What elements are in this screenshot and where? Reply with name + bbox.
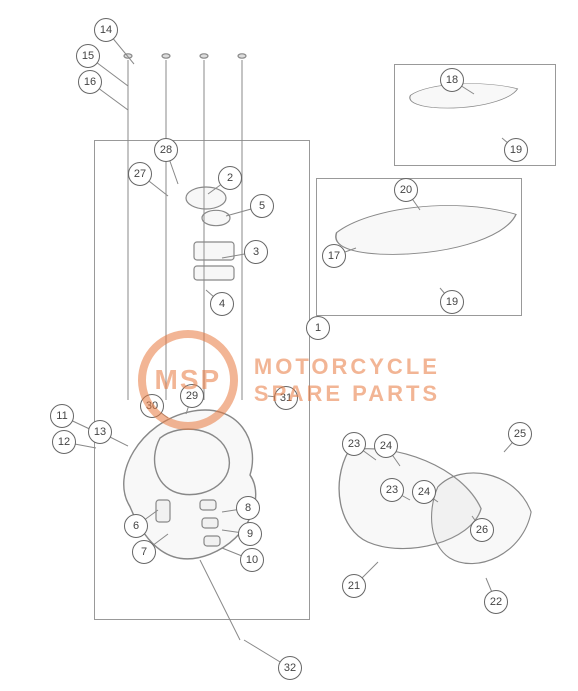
callout-11: 11 — [50, 404, 74, 428]
callout-20: 20 — [394, 178, 418, 202]
callout-21: 21 — [342, 574, 366, 598]
callout-30: 30 — [140, 394, 164, 418]
callout-14: 14 — [94, 18, 118, 42]
callout-23: 23 — [380, 478, 404, 502]
callout-31: 31 — [274, 386, 298, 410]
callout-18: 18 — [440, 68, 464, 92]
callout-26: 26 — [470, 518, 494, 542]
callout-2: 2 — [218, 166, 242, 190]
callout-24: 24 — [412, 480, 436, 504]
callout-29: 29 — [180, 384, 204, 408]
callout-6: 6 — [124, 514, 148, 538]
callout-22: 22 — [484, 590, 508, 614]
line-art-layer — [0, 0, 578, 691]
callout-3: 3 — [244, 240, 268, 264]
callout-28: 28 — [154, 138, 178, 162]
callout-32: 32 — [278, 656, 302, 680]
callout-13: 13 — [88, 420, 112, 444]
callout-23: 23 — [342, 432, 366, 456]
callout-5: 5 — [250, 194, 274, 218]
callout-4: 4 — [210, 292, 234, 316]
diagram-canvas: MSP MOTORCYCLE SPARE PARTS 1234567891011… — [0, 0, 578, 691]
callout-17: 17 — [322, 244, 346, 268]
callout-24: 24 — [374, 434, 398, 458]
callout-16: 16 — [78, 70, 102, 94]
callout-9: 9 — [238, 522, 262, 546]
callout-7: 7 — [132, 540, 156, 564]
callout-27: 27 — [128, 162, 152, 186]
callout-19: 19 — [440, 290, 464, 314]
callout-15: 15 — [76, 44, 100, 68]
callout-19: 19 — [504, 138, 528, 162]
callout-25: 25 — [508, 422, 532, 446]
callout-12: 12 — [52, 430, 76, 454]
callout-8: 8 — [236, 496, 260, 520]
callout-1: 1 — [306, 316, 330, 340]
callout-10: 10 — [240, 548, 264, 572]
